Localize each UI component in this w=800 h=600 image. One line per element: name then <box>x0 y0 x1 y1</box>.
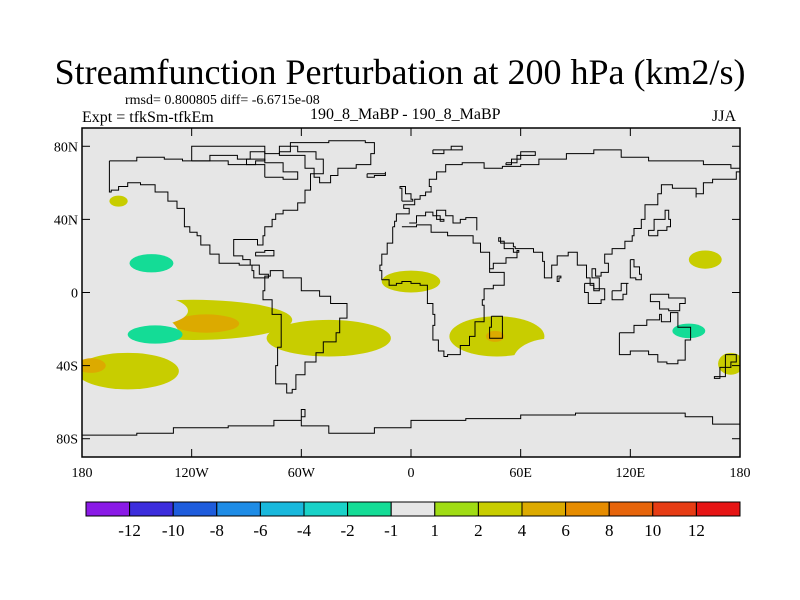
anomaly-positive-21 <box>688 250 722 269</box>
x-tick-label: 180 <box>730 466 751 481</box>
chart-title: Streamfunction Perturbation at 200 hPa (… <box>54 52 746 92</box>
y-tick-label: 40S <box>56 360 78 375</box>
greenland <box>278 140 375 184</box>
colorbar-swatch <box>434 501 479 517</box>
anomaly-negative-11 <box>317 361 421 403</box>
madagascar <box>489 315 503 339</box>
colorbar-swatch <box>608 501 654 517</box>
x-tick-label: 120W <box>175 466 210 481</box>
colorbar-label: 2 <box>474 521 483 540</box>
sri-lanka-island <box>556 275 562 282</box>
colorbar-swatch <box>565 501 610 517</box>
colorbar-swatch <box>652 501 697 517</box>
statistics-text: rmsd= 0.800805 diff= -6.6715e-08 <box>125 93 320 108</box>
y-tick-label: 80S <box>56 433 78 448</box>
colorbar: -12 -10 -8 -6 -4 -2 -1 1 2 4 6 8 10 12 <box>85 501 741 540</box>
anomaly-negative-5 <box>129 254 174 273</box>
anomaly-negative-6 <box>127 325 183 344</box>
colorbar-swatch <box>216 501 261 517</box>
arctic-archipelago <box>191 145 266 166</box>
colorbar-label: -4 <box>297 521 312 540</box>
anomaly-negative-17 <box>513 338 594 383</box>
colorbar-label: 1 <box>431 521 440 540</box>
y-tick-label: 0 <box>71 287 78 302</box>
anomaly-negative-9 <box>251 352 296 379</box>
philippines-island <box>629 259 642 281</box>
colorbar-label: -8 <box>210 521 224 540</box>
sumatra-island <box>584 282 606 304</box>
anomaly-positive-1 <box>173 314 240 333</box>
australia <box>618 312 692 365</box>
x-tick-label: 60E <box>509 466 532 481</box>
iceland-island <box>366 171 386 178</box>
colorbar-label: 6 <box>561 521 570 540</box>
coastline-layer <box>82 140 740 436</box>
colorbar-swatch <box>347 501 392 517</box>
x-tick-label: 60W <box>288 466 316 481</box>
season-label: JJA <box>712 108 737 125</box>
case-label: 190_8_MaBP - 190_8_MaBP <box>310 106 501 123</box>
colorbar-label: 4 <box>518 521 527 540</box>
japan-island <box>648 209 671 237</box>
colorbar-label: -12 <box>118 521 141 540</box>
y-tick-label: 80N <box>54 140 78 155</box>
anomaly-positive-10 <box>266 319 391 357</box>
colorbar-swatch <box>303 501 349 517</box>
colorbar-label: -10 <box>162 521 185 540</box>
colorbar-label: 8 <box>605 521 614 540</box>
anomaly-positive-20 <box>718 352 740 375</box>
anomaly-negative-12 <box>325 177 380 203</box>
colorbar-swatch <box>695 501 741 517</box>
anomaly-positive-8 <box>82 358 106 373</box>
colorbar-swatch <box>521 501 567 517</box>
colorbar-swatch <box>172 501 218 517</box>
red-sea-med-coast <box>401 224 491 269</box>
mediterranean-north-coast <box>409 209 478 231</box>
anomaly-negative-19 <box>672 323 706 339</box>
colorbar-swatch <box>129 501 174 517</box>
anomaly-positive-13 <box>109 195 128 207</box>
colorbar-swatch <box>477 501 523 517</box>
x-tick-label: 120E <box>616 466 646 481</box>
colorbar-label: 10 <box>644 521 661 540</box>
map-background <box>82 128 740 457</box>
new-guinea-island <box>649 293 686 312</box>
eurasia-africa-coast <box>379 149 740 357</box>
colorbar-label: -6 <box>253 521 267 540</box>
colorbar-label: -2 <box>341 521 355 540</box>
colorbar-swatch <box>259 501 305 517</box>
x-tick-label: 180 <box>72 466 93 481</box>
colorbar-swatch <box>85 501 131 517</box>
y-tick-label: 40N <box>54 213 78 228</box>
colorbar-label: 12 <box>688 521 705 540</box>
anomaly-positive-16 <box>485 330 505 342</box>
axis-layer: 180 120W 60W 0 60E 120E 180 80N 40N 0 40S 80S <box>54 128 751 481</box>
x-tick-label: 0 <box>408 466 415 481</box>
cuba-island <box>255 250 275 257</box>
antarctica <box>82 409 740 436</box>
experiment-label: Expt = tfkSm-tfkEm <box>82 109 214 126</box>
colorbar-label: -1 <box>384 521 398 540</box>
british-isles <box>399 186 414 202</box>
novaya-zemlya-island <box>505 151 536 166</box>
anomaly-layer <box>82 177 740 403</box>
new-zealand-island <box>713 354 737 379</box>
borneo-island <box>611 282 629 301</box>
north-america-coast <box>108 145 348 394</box>
anomaly-positive-7 <box>82 352 179 390</box>
svalbard-island <box>432 145 463 155</box>
colorbar-swatch <box>390 501 436 517</box>
